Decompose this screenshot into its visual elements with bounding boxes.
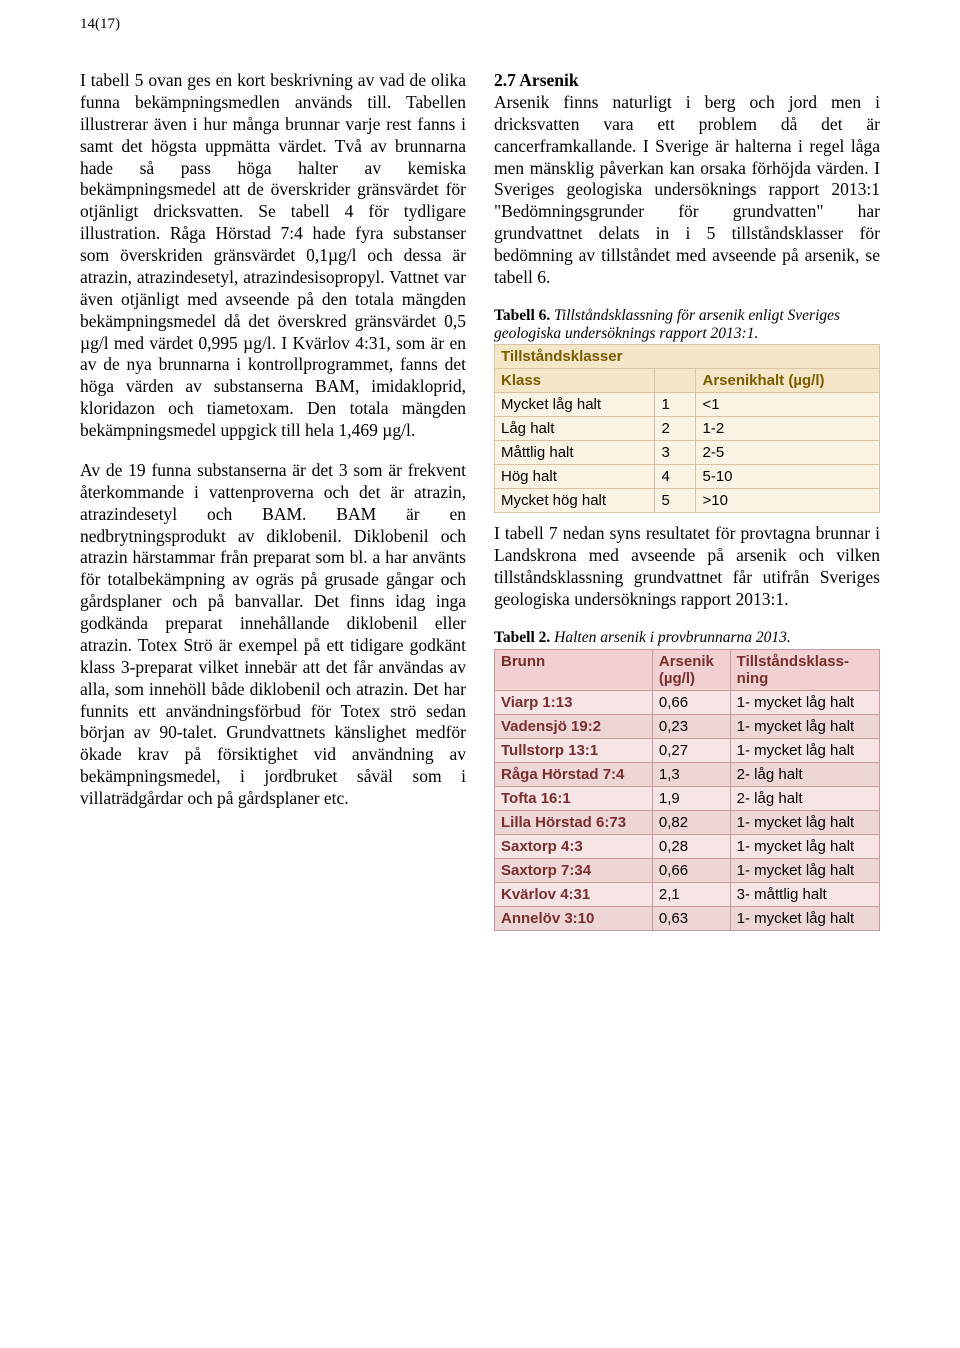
two-column-layout: I tabell 5 ovan ges en kort beskrivning …	[80, 70, 880, 941]
table-cell: 5-10	[696, 465, 880, 489]
table-cell: 0,28	[652, 834, 730, 858]
table-row: Saxtorp 7:340,661- mycket låg halt	[495, 858, 880, 882]
table-cell: 1- mycket låg halt	[730, 834, 879, 858]
table-cell: 0,23	[652, 714, 730, 738]
table-cell: 1- mycket låg halt	[730, 810, 879, 834]
table-cell: 1- mycket låg halt	[730, 906, 879, 930]
table-cell: Måttlig halt	[495, 441, 655, 465]
table-cell: Låg halt	[495, 417, 655, 441]
table-row: Klass Arsenikhalt (µg/l)	[495, 369, 880, 393]
table-cell: Hög halt	[495, 465, 655, 489]
table-row: Kvärlov 4:312,13- måttlig halt	[495, 882, 880, 906]
table-row: Tofta 16:11,92- låg halt	[495, 786, 880, 810]
table-cell: 0,66	[652, 858, 730, 882]
table-cell: 2- låg halt	[730, 762, 879, 786]
table-cell: Tullstorp 13:1	[495, 738, 653, 762]
page: 14(17) I tabell 5 ovan ges en kort beskr…	[0, 0, 960, 1348]
table-row: Mycket låg halt1<1	[495, 393, 880, 417]
table-cell: 0,63	[652, 906, 730, 930]
table-cell: 2-5	[696, 441, 880, 465]
left-para-1: I tabell 5 ovan ges en kort beskrivning …	[80, 70, 466, 442]
table-cell: 3	[655, 441, 696, 465]
table-cell: Mycket hög halt	[495, 489, 655, 513]
table-cell: 0,27	[652, 738, 730, 762]
section-heading: 2.7 Arsenik	[494, 70, 579, 90]
table-row: Annelöv 3:100,631- mycket låg halt	[495, 906, 880, 930]
table-cell: Viarp 1:13	[495, 690, 653, 714]
table-header-cell: Tillståndsklass-ning	[730, 649, 879, 690]
table-cell: 1	[655, 393, 696, 417]
table-row: Råga Hörstad 7:41,32- låg halt	[495, 762, 880, 786]
table-cell: <1	[696, 393, 880, 417]
table-cell: Saxtorp 4:3	[495, 834, 653, 858]
table-cell: 1- mycket låg halt	[730, 858, 879, 882]
table-header-cell: Arsenikhalt (µg/l)	[696, 369, 880, 393]
table-row: Lilla Hörstad 6:730,821- mycket låg halt	[495, 810, 880, 834]
table-cell: Vadensjö 19:2	[495, 714, 653, 738]
table-cell: Kvärlov 4:31	[495, 882, 653, 906]
table-header-cell: Tillståndsklasser	[495, 345, 880, 369]
table6-caption: Tabell 6. Tillståndsklassning för arseni…	[494, 307, 880, 343]
table-cell: 1,9	[652, 786, 730, 810]
right-para-2: I tabell 7 nedan syns resultatet för pro…	[494, 523, 880, 611]
table-cell: 1- mycket låg halt	[730, 738, 879, 762]
table-cell: 1- mycket låg halt	[730, 690, 879, 714]
table-cell: 2,1	[652, 882, 730, 906]
table2-caption: Tabell 2. Halten arsenik i provbrunnarna…	[494, 629, 880, 647]
table-row: Låg halt21-2	[495, 417, 880, 441]
table6-caption-bold: Tabell 6.	[494, 307, 550, 324]
table-cell: 0,66	[652, 690, 730, 714]
table-cell: 2	[655, 417, 696, 441]
left-para-2: Av de 19 funna substanserna är det 3 som…	[80, 460, 466, 810]
table-cell: Lilla Hörstad 6:73	[495, 810, 653, 834]
right-para-1: 2.7 Arsenik Arsenik finns naturligt i be…	[494, 70, 880, 289]
table-header-cell: Arsenik(µg/l)	[652, 649, 730, 690]
table-cell: Mycket låg halt	[495, 393, 655, 417]
table-cell: 0,82	[652, 810, 730, 834]
table-header-cell	[655, 369, 696, 393]
table-row: BrunnArsenik(µg/l)Tillståndsklass-ning	[495, 649, 880, 690]
table-row: Vadensjö 19:20,231- mycket låg halt	[495, 714, 880, 738]
table2-caption-bold: Tabell 2.	[494, 629, 550, 646]
table-row: Tillståndsklasser	[495, 345, 880, 369]
table-cell: >10	[696, 489, 880, 513]
right-para-1-text: Arsenik finns naturligt i berg och jord …	[494, 92, 880, 287]
table-cell: 1-2	[696, 417, 880, 441]
table-cell: 3- måttlig halt	[730, 882, 879, 906]
table-cell: Tofta 16:1	[495, 786, 653, 810]
table-2: BrunnArsenik(µg/l)Tillståndsklass-ningVi…	[494, 649, 880, 931]
table-cell: Annelöv 3:10	[495, 906, 653, 930]
table-cell: 1- mycket låg halt	[730, 714, 879, 738]
table-header-cell: Brunn	[495, 649, 653, 690]
table-cell: 5	[655, 489, 696, 513]
table-row: Saxtorp 4:30,281- mycket låg halt	[495, 834, 880, 858]
table-cell: 1,3	[652, 762, 730, 786]
table-row: Mycket hög halt5>10	[495, 489, 880, 513]
table-cell: Saxtorp 7:34	[495, 858, 653, 882]
table-cell: Råga Hörstad 7:4	[495, 762, 653, 786]
table-row: Måttlig halt32-5	[495, 441, 880, 465]
table2-caption-rest: Halten arsenik i provbrunnarna 2013.	[550, 629, 791, 646]
right-column: 2.7 Arsenik Arsenik finns naturligt i be…	[494, 70, 880, 941]
table-cell: 4	[655, 465, 696, 489]
table-row: Tullstorp 13:10,271- mycket låg halt	[495, 738, 880, 762]
table-row: Hög halt45-10	[495, 465, 880, 489]
table-header-cell: Klass	[495, 369, 655, 393]
table-6: TillståndsklasserKlass Arsenikhalt (µg/l)…	[494, 344, 880, 513]
table-row: Viarp 1:130,661- mycket låg halt	[495, 690, 880, 714]
left-column: I tabell 5 ovan ges en kort beskrivning …	[80, 70, 466, 941]
page-number: 14(17)	[80, 16, 120, 33]
table-cell: 2- låg halt	[730, 786, 879, 810]
